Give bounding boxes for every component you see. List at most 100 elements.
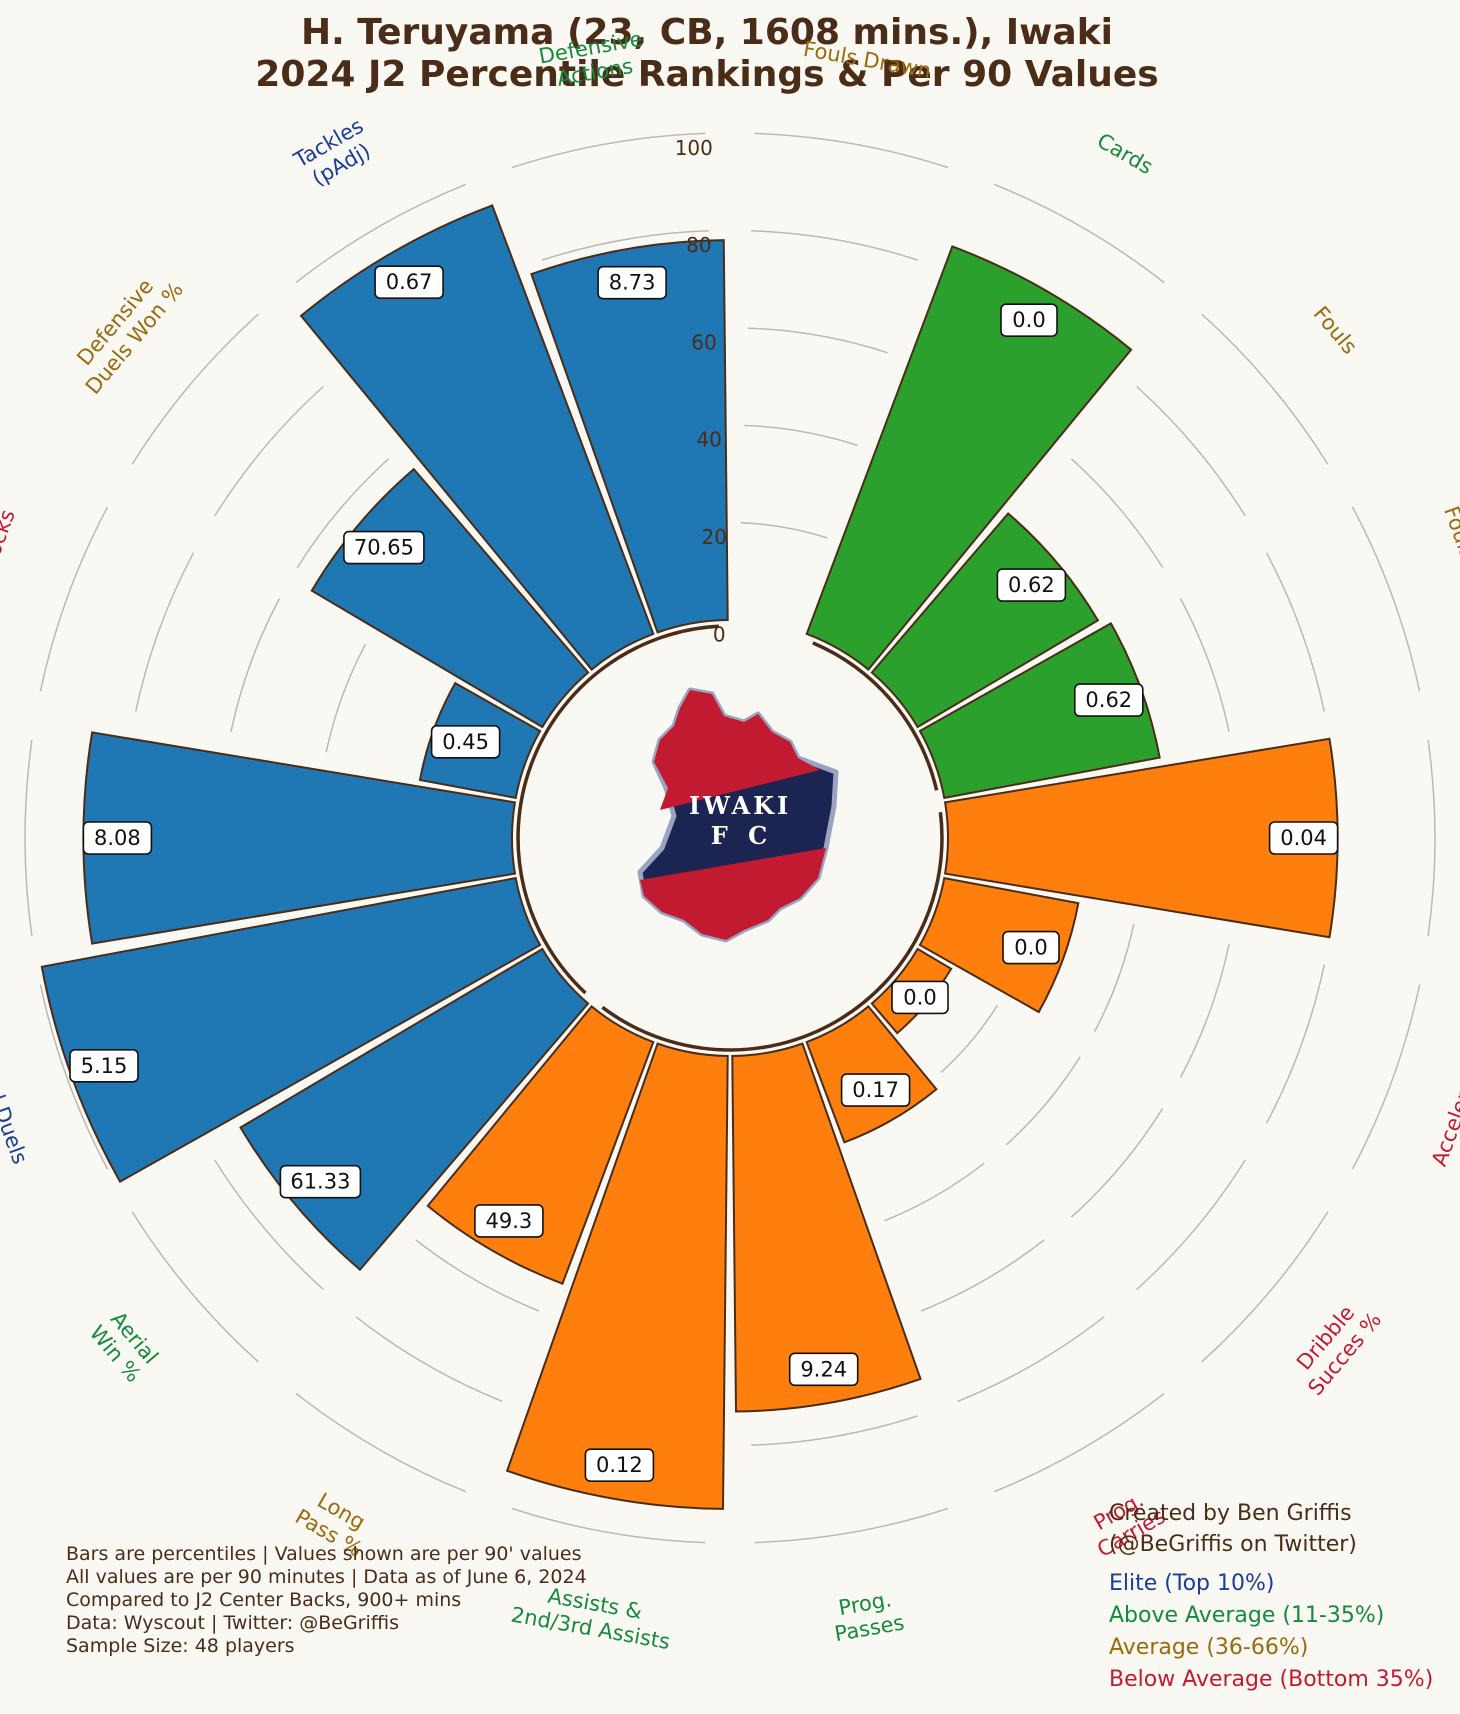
footer-line-2: All values are per 90 minutes | Data as … — [66, 1566, 587, 1588]
grid-arc — [920, 1239, 1045, 1312]
radial-tick-40: 40 — [696, 428, 721, 452]
radial-tick-100: 100 — [675, 136, 713, 160]
grid-arc — [1005, 1056, 1081, 1146]
value-label-text: 61.33 — [290, 1170, 350, 1194]
bar-9 — [731, 1042, 922, 1413]
grid-arc — [1201, 1211, 1329, 1363]
grid-arc — [1201, 313, 1329, 465]
value-label-16: 70.65 — [343, 530, 425, 565]
value-label-text: 0.67 — [386, 270, 433, 294]
grid-arc — [24, 739, 33, 937]
value-label-8: 0.17 — [840, 1073, 911, 1107]
legend-entry-average: Average (36-66%) — [1109, 1635, 1308, 1660]
grid-arc — [131, 313, 259, 465]
value-label-text: 49.3 — [486, 1209, 533, 1233]
grid-arc — [295, 1392, 467, 1493]
value-label-text: 0.12 — [596, 1453, 643, 1477]
value-labels: 0.0 0.62 0.62 0.04 0.0 0.0 0.17 9.24 0.12 49.3 61.… — [69, 265, 1339, 1482]
value-label-box — [840, 1073, 911, 1107]
grid-arc — [1136, 385, 1246, 517]
footer-notes: Bars are percentiles | Values shown are … — [66, 1543, 587, 1657]
grid-arc — [39, 506, 109, 692]
legend-entry-below_average: Below Average (Bottom 35%) — [1109, 1667, 1433, 1692]
grid-arc — [541, 230, 709, 261]
credit-line-2: (@BeGriffis on Twitter) — [1109, 1532, 1357, 1557]
value-label-text: 0.0 — [903, 985, 936, 1009]
category-label-text: Acceleration — [1427, 1039, 1460, 1170]
grid-arc — [1265, 552, 1326, 712]
grid-arc — [325, 643, 367, 753]
chart-title-line2: 2024 J2 Percentile Rankings & Per 90 Val… — [255, 54, 1158, 95]
grid-arc — [230, 598, 281, 733]
value-label-box — [279, 1164, 362, 1199]
category-label-2: Cards — [1093, 128, 1157, 179]
legend-entry-elite: Elite (Top 10%) — [1109, 1571, 1274, 1596]
value-label-box — [474, 1204, 544, 1238]
value-label-box — [343, 530, 425, 565]
grid-arc — [1351, 984, 1421, 1170]
value-label-box — [1268, 821, 1339, 855]
club-logo-text-bottom: F C — [711, 821, 774, 850]
category-label-text: Fouls Drawn — [1439, 503, 1460, 633]
category-label-text: Cards — [1093, 128, 1157, 179]
grid-arc — [214, 385, 324, 517]
grid-arc — [940, 1004, 999, 1073]
grid-arc — [511, 1507, 706, 1544]
value-label-5: 0.04 — [1268, 821, 1339, 855]
grid-arc — [1179, 943, 1230, 1078]
grid-arc — [884, 1162, 985, 1222]
grid-arc — [1427, 739, 1436, 937]
value-label-text: 0.45 — [442, 730, 489, 754]
grid-arc — [134, 552, 195, 712]
footer-line-3: Compared to J2 Center Backs, 900+ mins — [66, 1589, 461, 1611]
value-label-box — [584, 1448, 655, 1482]
bar-4 — [918, 622, 1161, 800]
value-label-14: 8.08 — [82, 821, 153, 855]
grid-arc — [740, 522, 828, 539]
grid-arc — [754, 1507, 949, 1544]
value-label-text: 8.08 — [94, 826, 141, 850]
group-arc-discipline — [812, 641, 939, 791]
value-label-13: 5.15 — [69, 1049, 139, 1083]
grid-arc — [511, 132, 706, 169]
value-label-2: 0.0 — [1000, 303, 1058, 338]
value-label-text: 0.04 — [1280, 826, 1327, 850]
grid-arc — [744, 424, 858, 447]
value-label-15: 0.45 — [430, 724, 501, 759]
radial-tick-80: 80 — [686, 233, 711, 257]
value-label-box — [430, 724, 501, 759]
value-label-text: 0.0 — [1014, 936, 1047, 960]
category-label-15: Shot Blocks — [0, 506, 20, 629]
grid-arc — [754, 132, 949, 169]
bar-14 — [82, 731, 517, 945]
radial-tick-20: 20 — [701, 525, 726, 549]
value-label-box — [996, 568, 1067, 602]
bar-2 — [805, 245, 1133, 671]
grid-arc — [993, 1392, 1165, 1493]
value-label-10: 0.12 — [584, 1448, 655, 1482]
club-logo-red-bottom — [640, 848, 826, 940]
group-arc-possession — [601, 811, 944, 1052]
value-label-box — [69, 1049, 139, 1083]
value-label-4: 0.62 — [1074, 683, 1144, 717]
grid-arc — [296, 458, 390, 568]
credit-block: Created by Ben Griffis (@BeGriffis on Tw… — [1109, 1501, 1357, 1557]
category-label-text: Fouls — [1309, 302, 1362, 359]
credit-line-1: Created by Ben Griffis — [1109, 1501, 1352, 1526]
value-label-box — [1002, 930, 1060, 965]
value-label-box — [597, 265, 667, 300]
grid-arc — [957, 1316, 1105, 1403]
legend: Elite (Top 10%) Above Average (11-35%) Ave… — [1109, 1571, 1433, 1692]
chart-title-line1: H. Teruyama (23, CB, 1608 mins.), Iwaki — [301, 12, 1113, 53]
grid-arc — [415, 1239, 540, 1312]
value-label-11: 49.3 — [474, 1204, 544, 1238]
value-label-box — [82, 821, 153, 855]
category-label-9: Prog.Passes — [833, 1587, 906, 1646]
footer-line-4: Data: Wyscout | Twitter: @BeGriffis — [66, 1612, 399, 1634]
